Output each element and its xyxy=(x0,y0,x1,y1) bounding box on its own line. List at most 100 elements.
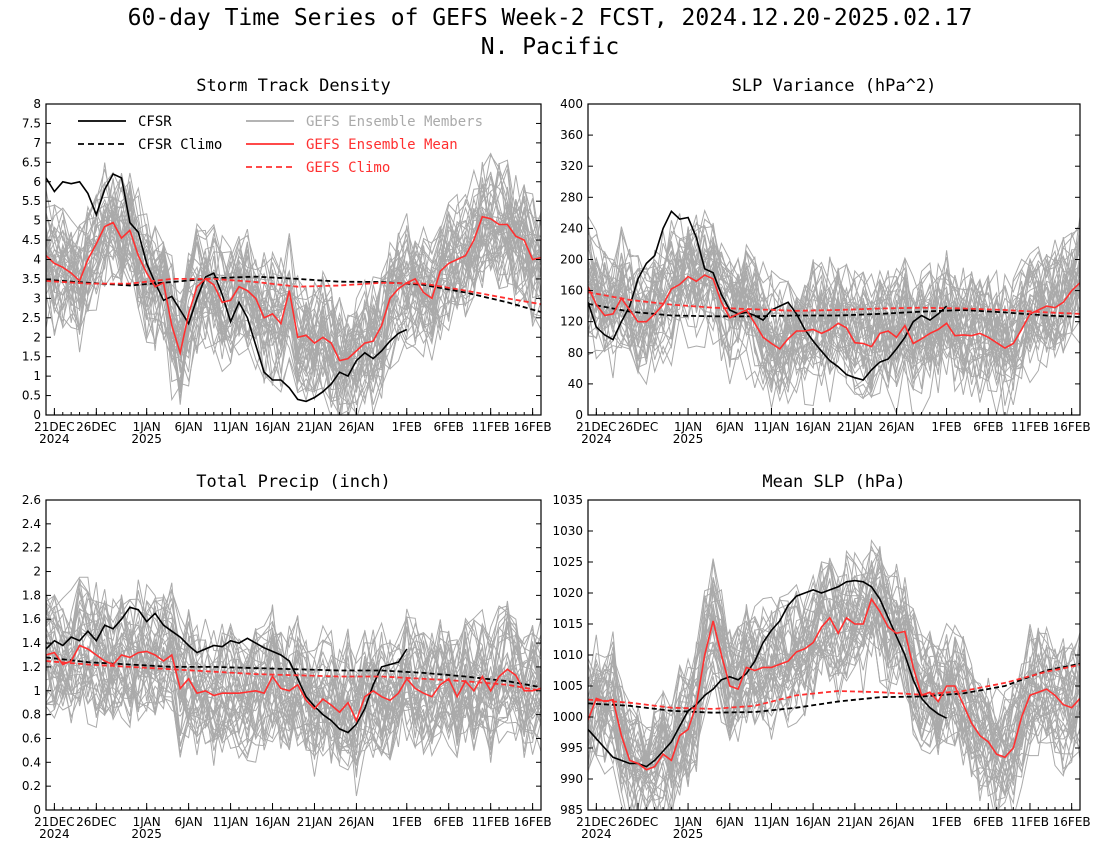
x-tick-label: 21DEC xyxy=(576,815,616,829)
ensemble-member-line xyxy=(588,223,1080,351)
ensemble-member-line xyxy=(588,209,1080,350)
x-tick-label: 11JAN xyxy=(754,815,790,829)
ensemble-member-line xyxy=(588,549,1080,775)
ensemble-member-line xyxy=(46,197,541,383)
y-tick-label: 1 xyxy=(33,684,41,698)
ensemble-member-line xyxy=(46,168,541,366)
cfsr-line xyxy=(588,209,948,381)
gefs-ensemble-mean-line xyxy=(46,644,541,723)
gefs-climo-line xyxy=(46,660,541,692)
panel-2: SLP Variance (hPa^2) 0 40 80 120 160 200 240 280… xyxy=(560,76,1091,446)
x-tick-label: 1FEB xyxy=(931,420,961,434)
x-tick-label: 11JAN xyxy=(754,420,790,434)
y-tick-label: 1005 xyxy=(552,679,583,693)
ensemble-member-line xyxy=(588,225,1080,340)
cfsr-line xyxy=(588,579,947,768)
y-tick-label: 1025 xyxy=(552,555,583,569)
y-tick-label: 2 xyxy=(33,330,41,344)
y-tick-label: 40 xyxy=(568,377,583,391)
cfsr-line xyxy=(46,606,408,734)
y-tick-label: 1.4 xyxy=(22,636,41,650)
y-tick-label: 120 xyxy=(560,315,583,329)
ensemble-members xyxy=(46,152,541,415)
y-tick-label: 7 xyxy=(33,136,41,150)
x-tick-label: 11FEB xyxy=(1011,420,1049,434)
x-tick-label: 26JAN xyxy=(879,420,915,434)
ensemble-member-line xyxy=(588,581,1080,781)
x-year-label: 2024 xyxy=(39,432,70,446)
ensemble-member-line xyxy=(588,250,1080,388)
ensemble-member-line xyxy=(588,563,1080,776)
x-tick-label: 16JAN xyxy=(255,420,291,434)
x-tick-label: 16JAN xyxy=(795,420,831,434)
figure-title-line1: 60-day Time Series of GEFS Week-2 FCST, … xyxy=(127,5,973,31)
y-tick-label: 5 xyxy=(33,214,41,228)
panel-3: Total Precip (inch) 0 0.2 0.4 0.6 0.8 1 1.2 1.4 1… xyxy=(22,472,552,841)
ensemble-member-line xyxy=(588,620,1080,810)
ensemble-member-line xyxy=(46,631,541,748)
x-tick-label: 6JAN xyxy=(716,815,744,829)
ensemble-member-line xyxy=(588,590,1080,807)
ensemble-member-line xyxy=(46,162,541,359)
x-year-label: 2024 xyxy=(39,827,70,841)
y-tick-label: 2.2 xyxy=(22,541,41,555)
x-tick-label: 26DEC xyxy=(76,420,116,434)
y-tick-label: 1.5 xyxy=(22,350,41,364)
x-year-label: 2025 xyxy=(673,827,704,841)
x-tick-label: 6JAN xyxy=(175,420,203,434)
figure-title: 60-day Time Series of GEFS Week-2 FCST, … xyxy=(0,4,1100,62)
y-tick-label: 160 xyxy=(560,284,583,298)
gefs-ensemble-mean-line xyxy=(588,274,1080,350)
y-tick-label: 1035 xyxy=(552,493,583,507)
panel-1: Storm Track Density 0 0.5 1 1.5 2 2.5 3 3.5 4 4.5 5… xyxy=(22,76,552,446)
legend-label-gefs-climo: GEFS Climo xyxy=(306,160,390,176)
x-tick-label: 21DEC xyxy=(34,815,74,829)
x-tick-label: 1FEB xyxy=(392,815,422,829)
x-tick-label: 26JAN xyxy=(339,420,375,434)
cfsr-climo-line xyxy=(46,656,541,689)
panel-title: Total Precip (inch) xyxy=(196,472,390,492)
legend: CFSR CFSR Climo GEFS Ensemble Members GEFS … xyxy=(78,114,483,176)
y-tick-label: 0.4 xyxy=(22,755,41,769)
cfsr-climo-line xyxy=(588,302,1080,318)
ensemble-member-line xyxy=(588,255,1080,394)
x-tick-label: 6JAN xyxy=(175,815,203,829)
y-tick-label: 1.2 xyxy=(22,660,41,674)
x-tick-label: 11JAN xyxy=(213,420,249,434)
panel-title: SLP Variance (hPa^2) xyxy=(732,76,937,96)
x-tick-label: 1FEB xyxy=(392,420,422,434)
ensemble-member-line xyxy=(588,579,1080,786)
y-tick-label: 5.5 xyxy=(22,194,41,208)
ensemble-member-line xyxy=(46,209,541,388)
y-tick-label: 3.5 xyxy=(22,272,41,286)
y-tick-label: 1 xyxy=(33,369,41,383)
ensemble-members xyxy=(588,539,1080,810)
y-tick-label: 2.4 xyxy=(22,517,41,531)
x-year-label: 2024 xyxy=(581,827,612,841)
y-tick-label: 1015 xyxy=(552,617,583,631)
y-tick-label: 0 xyxy=(33,408,41,422)
x-tick-label: 11FEB xyxy=(1011,815,1049,829)
y-tick-label: 0.2 xyxy=(22,779,41,793)
y-tick-label: 1010 xyxy=(552,648,583,662)
x-tick-label: 1JAN xyxy=(674,815,702,829)
y-tick-label: 3 xyxy=(33,291,41,305)
ensemble-member-line xyxy=(588,558,1080,772)
ensemble-members xyxy=(588,209,1080,415)
x-tick-label: 11FEB xyxy=(472,815,510,829)
ensemble-member-line xyxy=(588,600,1080,796)
gefs-climo-line xyxy=(588,664,1080,710)
x-tick-label: 16FEB xyxy=(514,420,552,434)
x-tick-label: 26DEC xyxy=(618,815,658,829)
y-tick-label: 320 xyxy=(560,159,583,173)
y-tick-label: 2 xyxy=(33,565,41,579)
y-tick-label: 985 xyxy=(560,803,583,817)
x-tick-label: 6FEB xyxy=(973,815,1003,829)
y-tick-label: 4.5 xyxy=(22,233,41,247)
ensemble-member-line xyxy=(588,264,1080,398)
y-tick-label: 6 xyxy=(33,175,41,189)
ensemble-member-line xyxy=(46,601,541,722)
legend-label-members: GEFS Ensemble Members xyxy=(306,114,483,130)
x-tick-label: 21DEC xyxy=(576,420,616,434)
x-tick-label: 26DEC xyxy=(618,420,658,434)
